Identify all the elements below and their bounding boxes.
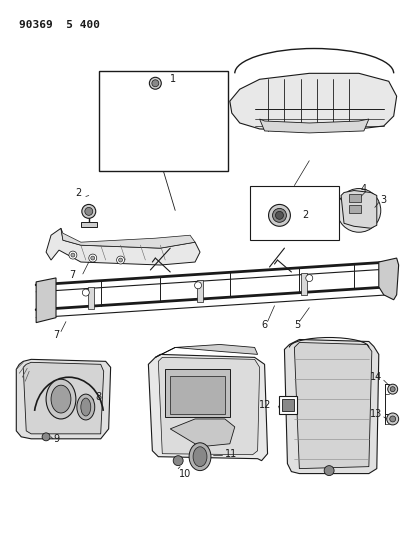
Circle shape — [82, 289, 89, 296]
Text: 14: 14 — [369, 372, 381, 382]
Text: 2: 2 — [302, 211, 308, 220]
Bar — [165, 369, 229, 417]
Polygon shape — [16, 359, 111, 439]
Text: 8: 8 — [96, 392, 102, 402]
Text: 10: 10 — [179, 469, 191, 479]
Circle shape — [151, 80, 158, 87]
Circle shape — [272, 208, 286, 222]
Polygon shape — [259, 119, 368, 133]
Text: 9: 9 — [53, 434, 59, 444]
Circle shape — [389, 386, 394, 392]
Bar — [81, 222, 96, 227]
Circle shape — [268, 205, 290, 227]
Bar — [98, 71, 227, 171]
Text: 90369  5 400: 90369 5 400 — [19, 20, 100, 30]
Bar — [87, 287, 94, 309]
Text: 12: 12 — [258, 400, 271, 410]
Circle shape — [149, 77, 161, 89]
Polygon shape — [170, 419, 234, 447]
Circle shape — [118, 258, 122, 262]
Circle shape — [305, 274, 312, 281]
Circle shape — [336, 189, 380, 232]
Ellipse shape — [193, 447, 207, 466]
Ellipse shape — [189, 443, 211, 471]
Circle shape — [42, 433, 50, 441]
Polygon shape — [155, 344, 257, 357]
Bar — [348, 205, 360, 213]
Polygon shape — [294, 343, 371, 469]
Polygon shape — [46, 228, 200, 265]
Text: 13: 13 — [369, 409, 381, 419]
Ellipse shape — [51, 385, 71, 413]
Polygon shape — [340, 190, 376, 228]
Polygon shape — [158, 357, 259, 455]
Polygon shape — [36, 278, 56, 322]
Circle shape — [275, 212, 283, 219]
Text: 3: 3 — [380, 196, 386, 205]
Circle shape — [173, 456, 183, 466]
Text: 1: 1 — [170, 74, 176, 84]
Ellipse shape — [77, 394, 94, 420]
Bar — [348, 195, 360, 203]
Text: 5: 5 — [294, 320, 300, 329]
Polygon shape — [109, 116, 220, 161]
Bar — [196, 280, 202, 302]
Text: 7: 7 — [69, 270, 75, 280]
Circle shape — [71, 253, 75, 257]
Circle shape — [85, 207, 92, 215]
Circle shape — [194, 282, 201, 289]
Bar — [279, 396, 296, 414]
Circle shape — [387, 384, 396, 394]
Circle shape — [91, 256, 94, 260]
Polygon shape — [378, 258, 398, 300]
Polygon shape — [23, 362, 103, 434]
Text: 6: 6 — [261, 320, 267, 329]
Text: 4: 4 — [360, 183, 366, 193]
Bar — [170, 376, 224, 414]
Polygon shape — [229, 74, 396, 131]
Bar — [301, 273, 307, 295]
Polygon shape — [61, 228, 194, 248]
Polygon shape — [284, 340, 378, 474]
Ellipse shape — [81, 398, 91, 416]
Circle shape — [89, 254, 96, 262]
Text: 2: 2 — [75, 188, 81, 198]
Circle shape — [323, 466, 333, 475]
Circle shape — [116, 256, 124, 264]
Circle shape — [69, 251, 77, 259]
Bar — [249, 185, 338, 240]
Circle shape — [386, 413, 398, 425]
Circle shape — [389, 416, 395, 422]
Circle shape — [82, 205, 96, 219]
Text: 11: 11 — [224, 449, 237, 459]
Bar — [282, 399, 294, 411]
Polygon shape — [148, 354, 267, 461]
Text: 7: 7 — [53, 329, 59, 340]
Ellipse shape — [46, 379, 76, 419]
